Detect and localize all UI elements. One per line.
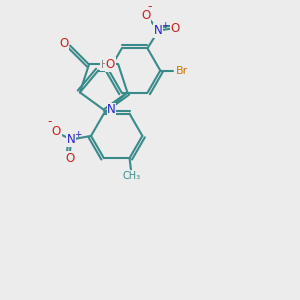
Text: +: + [74,130,82,139]
Text: H: H [101,60,109,70]
Text: CH₃: CH₃ [122,171,140,181]
Text: +: + [161,21,168,30]
Text: O: O [141,9,150,22]
Text: N: N [107,103,116,116]
Text: N: N [67,133,76,146]
Text: O: O [59,37,68,50]
Text: O: O [52,125,61,138]
Text: O: O [171,22,180,35]
Text: -: - [48,115,52,128]
Text: -: - [148,0,152,13]
Text: Br: Br [176,65,188,76]
Text: O: O [65,152,74,164]
Text: N: N [154,24,163,37]
Text: O: O [106,58,115,71]
